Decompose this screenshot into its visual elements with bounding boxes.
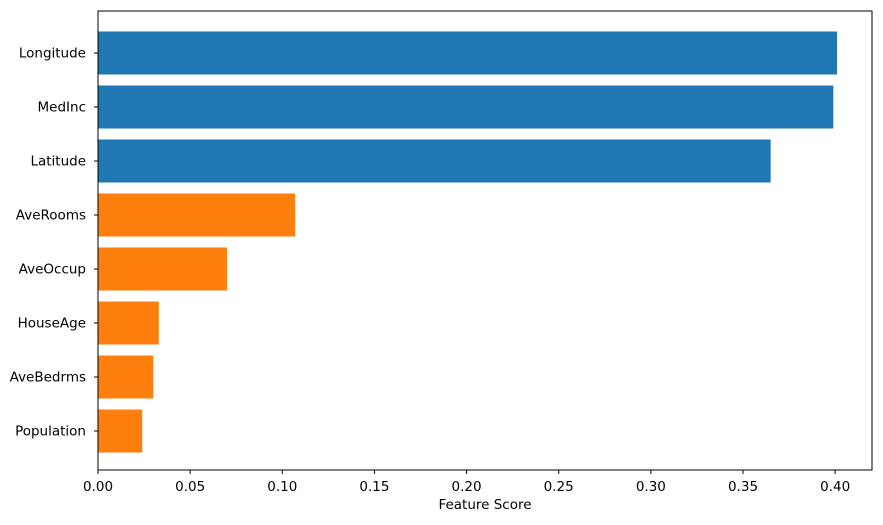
bar-averooms — [98, 193, 296, 237]
bars-layer — [98, 31, 837, 453]
plot-border — [97, 10, 873, 471]
axes-layer: 0.00 0.05 0.10 0.15 0.20 0.25 0.30 0.35 0.40 Long… — [10, 10, 873, 495]
bar-avebedrms — [98, 355, 154, 399]
y-tick-label-avebedrms: AveBedrms — [10, 370, 86, 386]
x-tick-label: 0.25 — [544, 479, 574, 495]
x-tick-label: 0.30 — [636, 479, 666, 495]
x-tick-label: 0.40 — [820, 479, 850, 495]
x-tick-label: 0.35 — [728, 479, 758, 495]
bar-houseage — [98, 301, 159, 345]
x-tick-label: 0.15 — [359, 479, 389, 495]
bar-population — [98, 409, 143, 453]
bar-medinc — [98, 85, 834, 129]
bar-longitude — [98, 31, 837, 75]
x-tick-label: 0.05 — [175, 479, 205, 495]
y-tick-label-longitude: Longitude — [19, 46, 86, 62]
y-tick-label-medinc: MedInc — [38, 100, 86, 116]
y-tick-label-houseage: HouseAge — [18, 316, 86, 332]
y-tick-label-latitude: Latitude — [30, 154, 86, 170]
y-tick-label-averooms: AveRooms — [16, 208, 86, 224]
x-tick-label: 0.20 — [452, 479, 482, 495]
x-axis-label: Feature Score — [438, 497, 531, 513]
bar-aveoccup — [98, 247, 227, 291]
x-tick-label: 0.10 — [267, 479, 297, 495]
y-tick-label-aveoccup: AveOccup — [19, 262, 86, 278]
x-tick-label: 0.00 — [83, 479, 113, 495]
y-tick-label-population: Population — [15, 424, 86, 440]
bar-latitude — [98, 139, 771, 183]
